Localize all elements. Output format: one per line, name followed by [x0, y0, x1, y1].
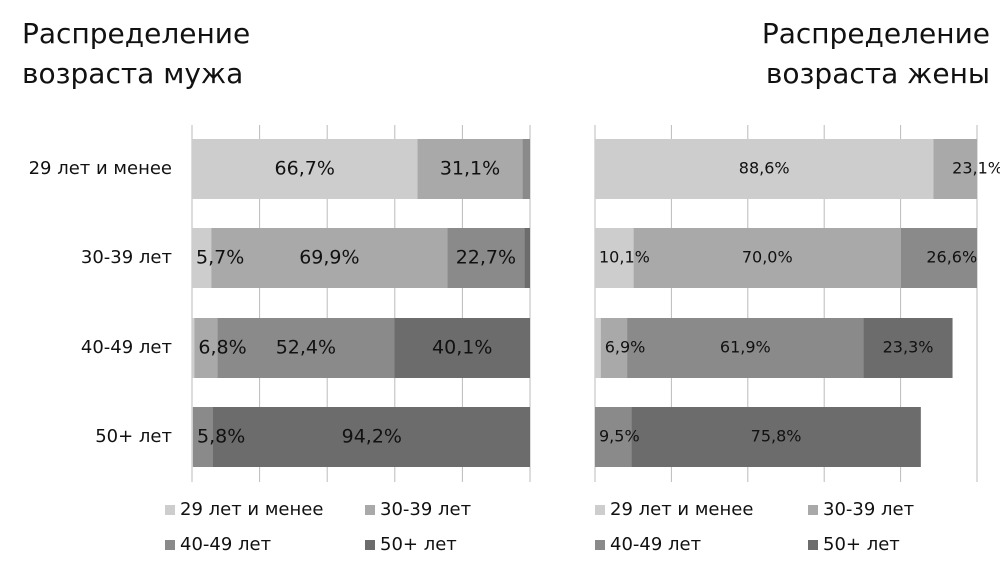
value-label: 22,7%: [456, 247, 516, 269]
bar-segment: [192, 407, 194, 467]
bar-segment: [631, 407, 921, 467]
bar-segment: [417, 139, 523, 199]
bar-segment: [863, 318, 953, 378]
legend-swatch: [165, 505, 175, 515]
bar-segment: [627, 318, 864, 378]
legend-swatch: [595, 540, 605, 550]
legend-label: 50+ лет: [823, 534, 900, 555]
bar-segment: [595, 318, 601, 378]
value-label: 94,2%: [342, 426, 402, 448]
value-label: 10,1%: [599, 248, 650, 267]
bar-segment: [192, 139, 418, 199]
value-label: 61,9%: [720, 338, 771, 357]
legend-label: 30-39 лет: [380, 499, 471, 520]
legend-swatch: [808, 505, 818, 515]
value-label: 6,8%: [198, 337, 246, 359]
value-label: 5,7%: [196, 247, 244, 269]
value-label: 26,6%: [926, 248, 977, 267]
category-label: 29 лет и менее: [29, 158, 172, 179]
value-label: 66,7%: [275, 158, 335, 180]
bar-segment: [192, 228, 212, 288]
category-label: 40-49 лет: [81, 337, 172, 358]
bar-segment: [394, 318, 530, 378]
legend-label: 30-39 лет: [823, 499, 914, 520]
value-label: 40,1%: [432, 337, 492, 359]
chart-title: возраста мужа: [22, 57, 243, 90]
value-label: 23,3%: [883, 338, 934, 357]
value-label: 31,1%: [440, 158, 500, 180]
value-label: 9,5%: [599, 427, 640, 446]
bar-segment: [217, 318, 395, 378]
bar-segment: [933, 139, 977, 199]
legend-swatch: [808, 540, 818, 550]
bar-segment: [595, 139, 934, 199]
value-label: 88,6%: [739, 159, 790, 178]
category-label: 50+ лет: [95, 426, 172, 447]
legend-swatch: [165, 540, 175, 550]
chart-title: Распределение: [22, 17, 250, 50]
bar-segment: [595, 407, 632, 467]
bar-segment: [447, 228, 525, 288]
value-label: 75,8%: [751, 427, 802, 446]
bar-segment: [212, 407, 530, 467]
legend-label: 40-49 лет: [610, 534, 701, 555]
bars: [192, 139, 530, 467]
bar-segment: [193, 407, 213, 467]
category-label: 30-39 лет: [81, 247, 172, 268]
value-label: 70,0%: [742, 248, 793, 267]
chart-title: возраста жены: [766, 57, 990, 90]
legend-label: 50+ лет: [380, 534, 457, 555]
bar-segment: [192, 318, 195, 378]
legend-swatch: [365, 540, 375, 550]
legend-swatch: [365, 505, 375, 515]
value-label: 69,9%: [299, 247, 359, 269]
bar-segment: [522, 139, 530, 199]
chart-title: Распределение: [762, 17, 990, 50]
value-label: 6,9%: [605, 338, 646, 357]
bar-segment: [633, 228, 901, 288]
bar-segment: [194, 318, 218, 378]
bars: [595, 139, 977, 467]
bar-segment: [524, 228, 530, 288]
bar-segment: [600, 318, 628, 378]
value-label: 52,4%: [276, 337, 336, 359]
legend-label: 29 лет и менее: [180, 499, 323, 520]
bar-segment: [595, 228, 634, 288]
legend-label: 29 лет и менее: [610, 499, 753, 520]
bar-segment: [211, 228, 448, 288]
legend-swatch: [595, 505, 605, 515]
value-label: 5,8%: [197, 426, 245, 448]
legend-label: 40-49 лет: [180, 534, 271, 555]
bar-segment: [900, 228, 977, 288]
value-label: 23,1%: [952, 159, 1000, 178]
